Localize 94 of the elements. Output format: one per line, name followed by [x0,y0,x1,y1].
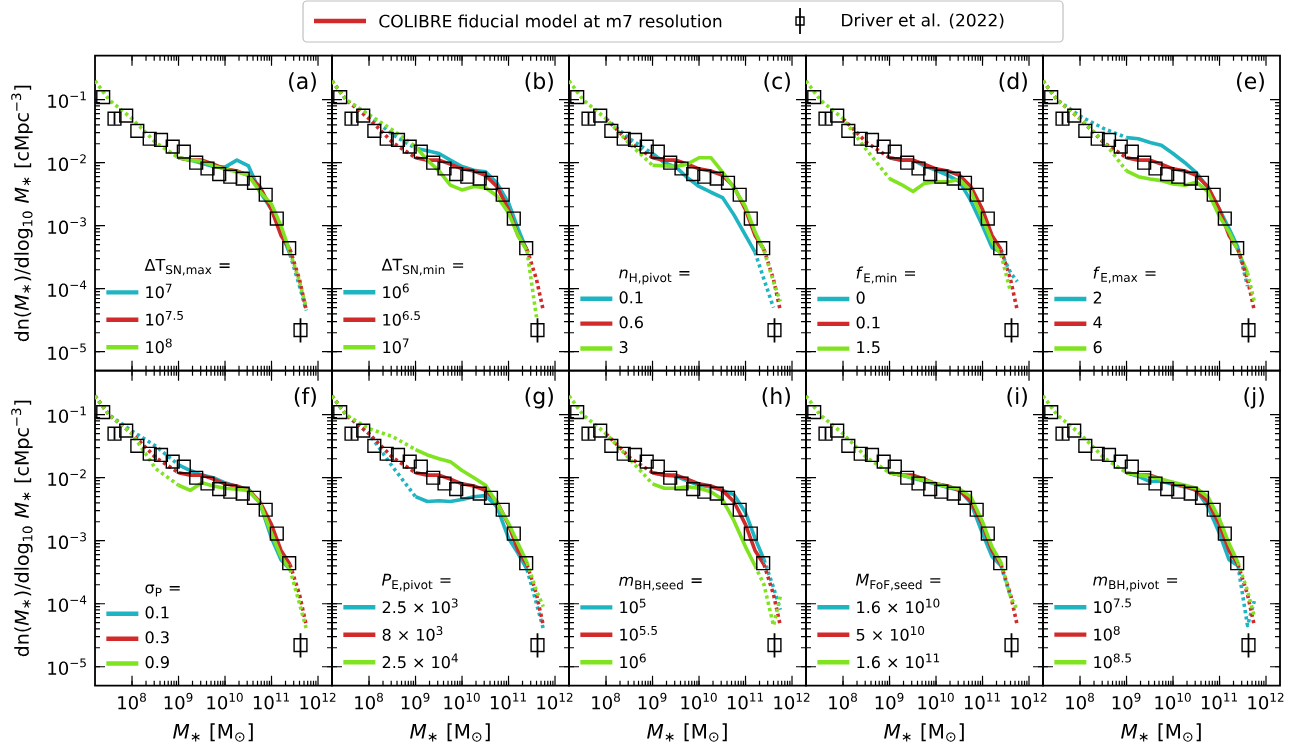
x-axis-title: M$_{∗}$ [M$_{⊙}$] [884,723,964,742]
x-tick-label: 10$^{12}$ [1011,692,1047,710]
x-tick-label: 10$^{10}$ [918,692,954,710]
x-tick-label: 10$^{9}$ [401,692,430,710]
legend-label: 1.6 × 10$^{10}$ [857,598,940,614]
legend-title: f$_{E,max}$ = [1093,266,1156,284]
legend-label: 10$^{5.5}$ [620,626,657,641]
legend-title: m$_{BH,seed}$ = [619,576,702,591]
text: (d) [999,72,1027,92]
x-tick-label: 10$^{9}$ [875,692,904,710]
legend-label: 10$^{7}$ [383,338,409,354]
x-axis-title: M$_{∗}$ [M$_{⊙}$] [173,723,253,742]
legend-label: 0.6 [619,316,643,329]
y-tick-label: 10$^{−1}$ [48,406,86,424]
text: (h) [762,387,790,407]
x-tick-label: 10$^{10}$ [444,692,480,710]
legend-label: 10$^{7}$ [146,283,172,299]
legend-title: P$_{E,pivot}$ = [381,573,451,592]
legend-title: ΔT$_{SN,min}$ = [381,258,464,276]
x-tick-label: 10$^{11}$ [964,692,1000,710]
x-tick-label: 10$^{8}$ [829,692,857,710]
x-tick-label: 10$^{11}$ [490,692,526,710]
y-tick-label: 10$^{−3}$ [48,532,86,550]
x-axis-title: M$_{∗}$ [M$_{⊙}$] [647,723,727,742]
x-axis-title: M$_{∗}$ [M$_{⊙}$] [410,723,490,742]
x-tick-label: 10$^{10}$ [207,692,243,710]
x-tick-label: 10$^{9}$ [1112,692,1141,710]
text: (b) [525,72,553,92]
y-tick-label: 10$^{−1}$ [48,91,86,109]
legend-label: 10$^{8}$ [1094,625,1120,641]
x-tick-label: 10$^{11}$ [1201,692,1237,710]
x-tick-label: 10$^{11}$ [727,692,763,710]
legend-label: 10$^{7.5}$ [1094,598,1131,614]
legend-title: n$_{H,pivot}$ = [619,269,690,285]
y-tick-label: 10$^{−2}$ [48,469,86,487]
legend-label: 10$^{8}$ [146,338,172,354]
legend-label: 10$^{6}$ [620,653,646,669]
legend-label: 8 × 10$^{3}$ [382,626,443,641]
legend-label: 10$^{6.5}$ [383,311,420,326]
text: (a) [289,72,316,92]
x-tick-label: 10$^{12}$ [300,692,336,710]
legend-label: 0 [856,291,865,304]
text: (f) [294,387,316,407]
y-tick-label: 10$^{−5}$ [48,343,86,361]
legend-label: 10$^{5}$ [620,598,646,614]
x-tick-label: 10$^{8}$ [1066,692,1094,710]
text: (g) [525,387,553,409]
x-tick-label: 10$^{11}$ [253,692,289,710]
x-tick-label: 10$^{9}$ [164,692,193,710]
y-tick-label: 10$^{−2}$ [48,154,86,172]
y-tick-label: 10$^{−4}$ [48,280,87,298]
legend-label: 6 [1093,341,1102,354]
x-tick-label: 10$^{12}$ [774,692,810,710]
text: (c) [764,72,790,92]
legend-title: ΔT$_{SN,max}$ = [144,258,230,276]
x-axis-title: M$_{∗}$ [M$_{⊙}$] [1121,723,1201,742]
legend-label: 0.1 [145,606,169,619]
text: (e) [1237,72,1264,92]
legend-label: 4 [1093,316,1102,329]
legend-label: 0.3 [145,631,169,644]
text: dn(M$_{∗}$)/dlog$_{10}$ M$_{∗}$ [cMpc$^{−3}$] [11,85,33,342]
legend-title: σ$_{P}$ = [145,584,180,597]
text: COLIBRE fiducial model at m7 resolution [379,14,722,28]
x-tick-label: 10$^{8}$ [592,692,620,710]
y-tick-label: 10$^{−5}$ [48,658,86,676]
legend-label: 2.5 × 10$^{3}$ [382,598,458,614]
legend-title: m$_{BH,pivot}$ = [1093,576,1178,592]
text: (i) [1007,387,1027,407]
legend-label: 2.5 × 10$^{4}$ [382,653,458,669]
x-tick-label: 10$^{12}$ [537,692,573,710]
x-tick-label: 10$^{10}$ [681,692,717,710]
x-tick-label: 10$^{8}$ [118,692,146,710]
legend-label: 0.9 [145,656,169,669]
legend-label: 0.1 [619,291,643,304]
legend-label: 1.6 × 10$^{11}$ [857,653,940,669]
legend-label: 5 × 10$^{10}$ [856,626,925,641]
legend-label: 10$^{8.5}$ [1094,653,1131,669]
legend-title: M$_{FoF,seed}$ = [855,573,941,591]
legend-label: 2 [1093,291,1102,304]
y-tick-label: 10$^{−4}$ [48,595,87,613]
legend-title: f$_{E,min}$ = [856,266,916,284]
x-tick-label: 10$^{12}$ [1248,692,1284,710]
x-tick-label: 10$^{8}$ [355,692,383,710]
legend-label: 0.1 [856,316,880,329]
x-tick-label: 10$^{9}$ [638,692,667,710]
legend-label: 1.5 [857,341,880,354]
legend-label: 10$^{6}$ [383,283,409,299]
text: Driver et al. (2022) [842,13,1004,29]
legend-label: 10$^{7.5}$ [146,311,183,326]
text: (j) [1244,387,1264,409]
y-tick-label: 10$^{−3}$ [48,217,86,235]
text: dn(M$_{∗}$)/dlog$_{10}$ M$_{∗}$ [cMpc$^{−3}$] [11,400,33,657]
x-tick-label: 10$^{10}$ [1155,692,1191,710]
legend-label: 3 [619,341,628,354]
